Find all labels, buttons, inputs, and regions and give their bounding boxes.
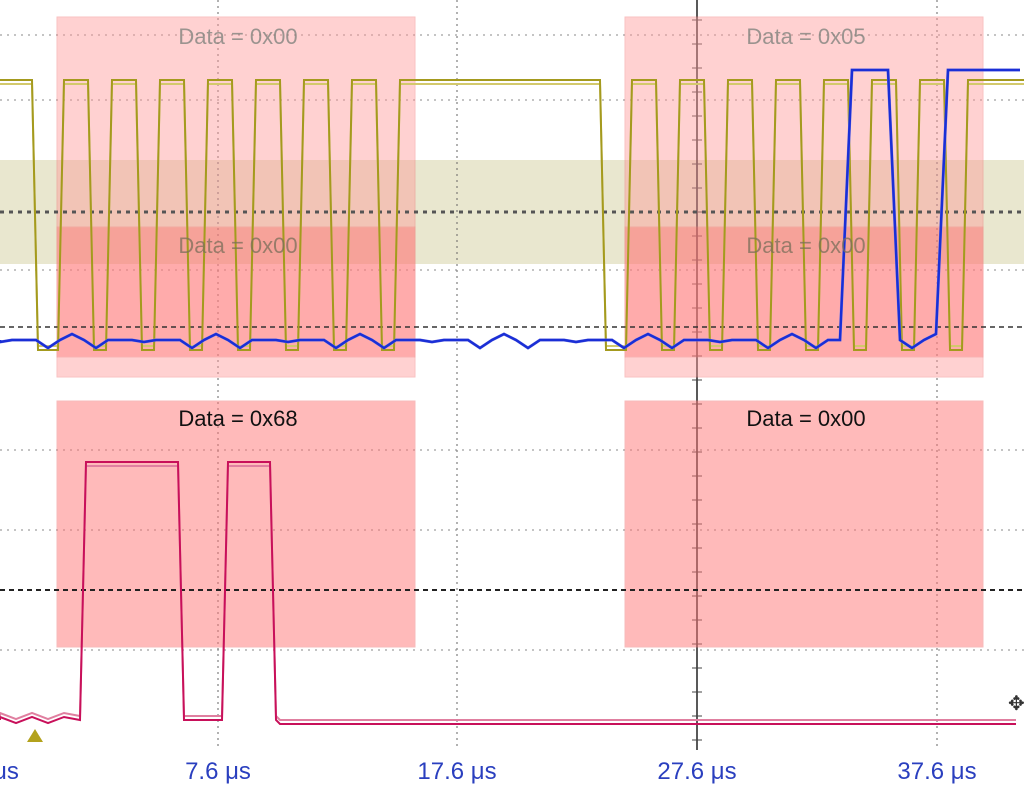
move-cursor-icon: ✥ — [1008, 693, 1024, 715]
data-trace[interactable] — [0, 68, 1020, 350]
clock-trace[interactable] — [0, 79, 1024, 351]
bus-trace[interactable] — [0, 461, 1016, 725]
decode-label-sda-upper-1: Data = 0x00 — [178, 24, 298, 49]
time-axis-tick-4: 37.6 μs — [897, 758, 977, 785]
decode-label-bus-lower-2: Data = 0x00 — [746, 406, 866, 431]
trigger-marker-icon[interactable] — [27, 729, 43, 742]
time-axis-label-partial: μs — [0, 758, 19, 785]
time-axis-tick-1: 7.6 μs — [185, 758, 251, 785]
time-axis-tick-2: 17.6 μs — [417, 758, 497, 785]
decode-label-bus-lower-1: Data = 0x68 — [178, 406, 298, 431]
decode-box-sda-upper-2[interactable] — [624, 16, 984, 378]
decode-label-sda-mid-2: Data = 0x00 — [746, 233, 866, 258]
threshold-band — [0, 160, 1024, 264]
decode-box-bus-lower-2[interactable] — [624, 400, 984, 648]
decode-box-sda-upper-1[interactable] — [56, 16, 416, 378]
decode-label-sda-mid-1: Data = 0x00 — [178, 233, 298, 258]
decode-box-bus-lower-1[interactable] — [56, 400, 416, 648]
decode-label-sda-upper-2: Data = 0x05 — [746, 24, 866, 49]
decode-boxes — [56, 16, 984, 648]
clock-trace-shadow — [0, 83, 1024, 347]
time-axis-tick-3: 27.6 μs — [657, 758, 737, 785]
